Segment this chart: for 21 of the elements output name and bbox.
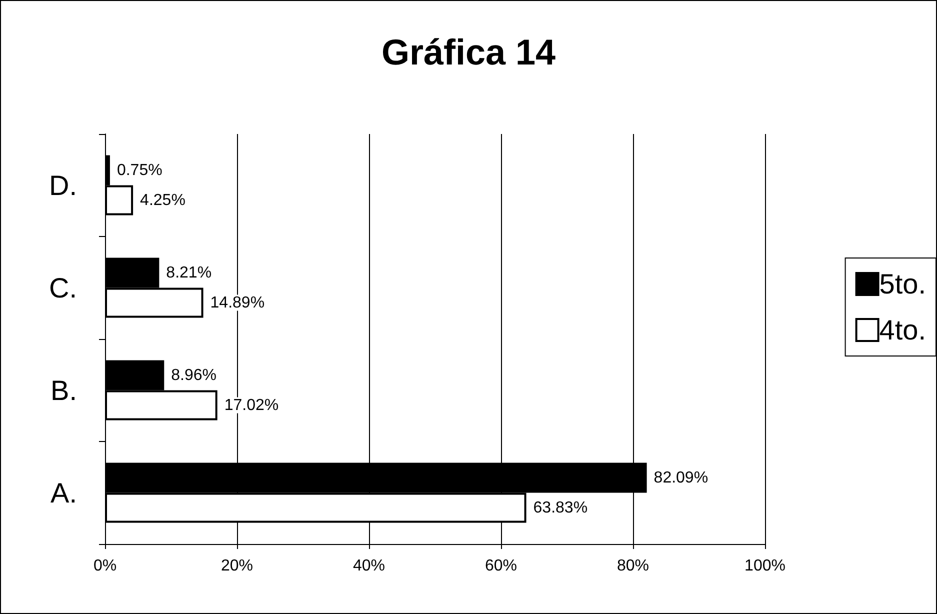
x-tick-label: 60% (484, 558, 518, 574)
data-label: 63.83% (533, 499, 588, 516)
data-label: 17.02% (224, 396, 279, 414)
data-label: 82.09% (654, 469, 708, 486)
y-tick-label: A. (50, 477, 77, 508)
y-tick-label: B. (50, 374, 77, 406)
y-tick-label: D. (49, 170, 77, 201)
data-label: 4.25% (140, 192, 186, 209)
x-tick-label: 20% (220, 558, 254, 574)
x-tick-label: 40% (352, 558, 386, 574)
x-tick-label: 0% (93, 558, 117, 574)
data-label: 0.75% (116, 162, 162, 179)
data-label: 8.21% (166, 264, 212, 282)
x-tick-label: 100% (744, 558, 786, 574)
data-label: 14.89% (210, 294, 265, 312)
data-label: 8.96% (171, 366, 217, 384)
legend-label: 4to. (879, 314, 926, 346)
x-tick-label: 80% (616, 558, 650, 574)
legend-label: 5to. (879, 268, 926, 300)
y-tick-label: C. (49, 272, 77, 304)
chart-title: Gráfica 14 (381, 32, 556, 72)
